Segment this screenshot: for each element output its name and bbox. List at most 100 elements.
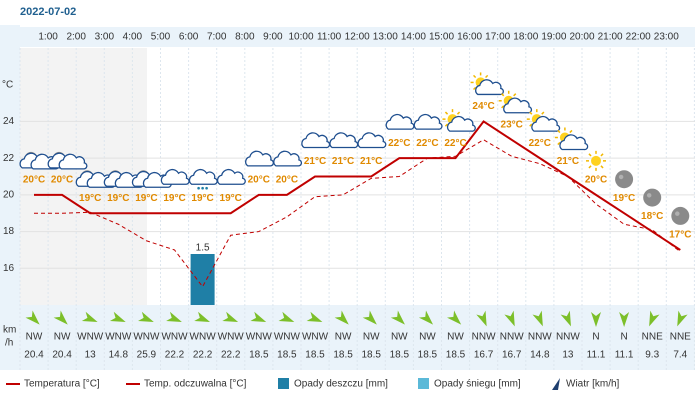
hour-label: 23:00 — [654, 32, 679, 43]
hour-label: 12:00 — [345, 32, 370, 43]
legend-label: Temperatura [°C] — [24, 379, 100, 390]
weather-icon — [273, 150, 303, 167]
weather-icon — [216, 169, 246, 185]
sun-ray — [513, 93, 517, 97]
wind-speed: 18.5 — [361, 350, 381, 361]
wind-speed: 14.8 — [530, 350, 550, 361]
weather-icon — [643, 188, 662, 207]
temperature-label: 22°C — [529, 138, 551, 149]
hour-label: 8:00 — [235, 32, 255, 43]
temperature-label: 19°C — [163, 193, 185, 204]
wind-direction: WNW — [190, 332, 217, 343]
temperature-label: 19°C — [613, 193, 635, 204]
temperature-label: 21°C — [332, 156, 354, 167]
hour-label: 17:00 — [485, 32, 510, 43]
cloud — [475, 79, 504, 96]
y-tick-label: 20 — [3, 189, 15, 200]
wind-direction: NNW — [472, 332, 496, 343]
wind-direction: WNW — [105, 332, 132, 343]
wind-direction: WNW — [246, 332, 273, 343]
wind-speed: 16.7 — [474, 350, 494, 361]
wind-arrow — [81, 311, 98, 323]
cloud — [357, 132, 387, 149]
wind-speed: 16.7 — [502, 350, 522, 361]
wind-direction: NW — [363, 332, 380, 343]
wind-speed: 13 — [85, 350, 97, 361]
wind-direction: N — [620, 332, 627, 343]
temperature-label: 22°C — [444, 138, 466, 149]
sun-ray — [444, 111, 449, 115]
wind-speed: 22.2 — [165, 350, 185, 361]
temperature-label: 18°C — [641, 211, 663, 222]
wind-direction: WNW — [161, 332, 188, 343]
temperature-label: 19°C — [107, 193, 129, 204]
hour-label: 13:00 — [373, 32, 398, 43]
wind-direction: NNW — [500, 332, 524, 343]
wind-direction: N — [592, 332, 599, 343]
y-tick-label: 22 — [3, 153, 15, 164]
chart-title: 2022-07-02 — [20, 6, 76, 18]
wind-arrow — [476, 310, 487, 327]
sun-ray — [485, 74, 489, 79]
wind-direction: WNW — [274, 332, 301, 343]
temperature-line — [34, 139, 681, 288]
hour-label: 7:00 — [207, 32, 227, 43]
wind-direction: WNW — [218, 332, 245, 343]
wind-speed: 11.1 — [587, 350, 606, 361]
temperature-label: 23°C — [501, 119, 523, 130]
temperature-label: 20°C — [23, 174, 45, 185]
sun-ray — [501, 93, 505, 97]
wind-direction: NW — [54, 332, 71, 343]
wind-speed: 20.4 — [24, 350, 44, 361]
hour-label: 16:00 — [457, 32, 482, 43]
wind-arrow — [222, 311, 239, 323]
wind-speed: 14.8 — [109, 350, 129, 361]
wind-arrow — [306, 311, 323, 323]
wind-arrow — [166, 311, 182, 323]
wind-direction: NNW — [556, 332, 580, 343]
weather-icon — [526, 109, 561, 132]
wind-arrow — [25, 310, 40, 325]
temperature-label: 20°C — [585, 174, 607, 185]
moon — [671, 206, 690, 225]
moon — [615, 170, 634, 189]
hour-label: 14:00 — [401, 32, 426, 43]
weather-icon — [498, 90, 533, 114]
wind-arrow — [53, 310, 68, 325]
legend-label: Opady deszczu [mm] — [294, 379, 388, 390]
temperature-label: 22°C — [388, 138, 410, 149]
wind-arrow — [138, 311, 154, 323]
hour-label: 1:00 — [38, 32, 58, 43]
wind-direction: WNW — [302, 332, 329, 343]
wind-speed: 13 — [562, 350, 574, 361]
sun — [591, 155, 601, 166]
wind-arrow — [560, 310, 571, 327]
moon-spot — [618, 174, 624, 180]
legend-swatch — [552, 378, 560, 390]
hour-label: 5:00 — [151, 32, 171, 43]
wind-speed: 18.5 — [390, 350, 410, 361]
hour-label: 4:00 — [123, 32, 143, 43]
y-tick-label: 16 — [3, 263, 15, 274]
sun-ray — [529, 123, 533, 127]
sun-ray — [529, 111, 533, 115]
cloud — [413, 113, 443, 130]
wind-speed: 18.5 — [446, 350, 466, 361]
wind-direction: NW — [335, 332, 352, 343]
y-axis-label: °C — [2, 80, 13, 91]
wind-direction: NNE — [670, 332, 691, 343]
sun-ray — [472, 74, 477, 79]
hour-label: 19:00 — [541, 32, 566, 43]
temperature-label: 19°C — [135, 193, 157, 204]
wind-speed: 7.4 — [673, 350, 687, 361]
wind-speed: 11.1 — [615, 350, 634, 361]
sun-ray — [557, 141, 561, 146]
wind-arrow — [532, 310, 543, 327]
wind-direction: NNW — [528, 332, 552, 343]
hour-label: 22:00 — [626, 32, 651, 43]
temperature-label: 20°C — [51, 174, 73, 185]
weather-icon — [442, 109, 476, 132]
wind-speed: 18.5 — [277, 350, 297, 361]
temperature-label: 19°C — [191, 193, 213, 204]
